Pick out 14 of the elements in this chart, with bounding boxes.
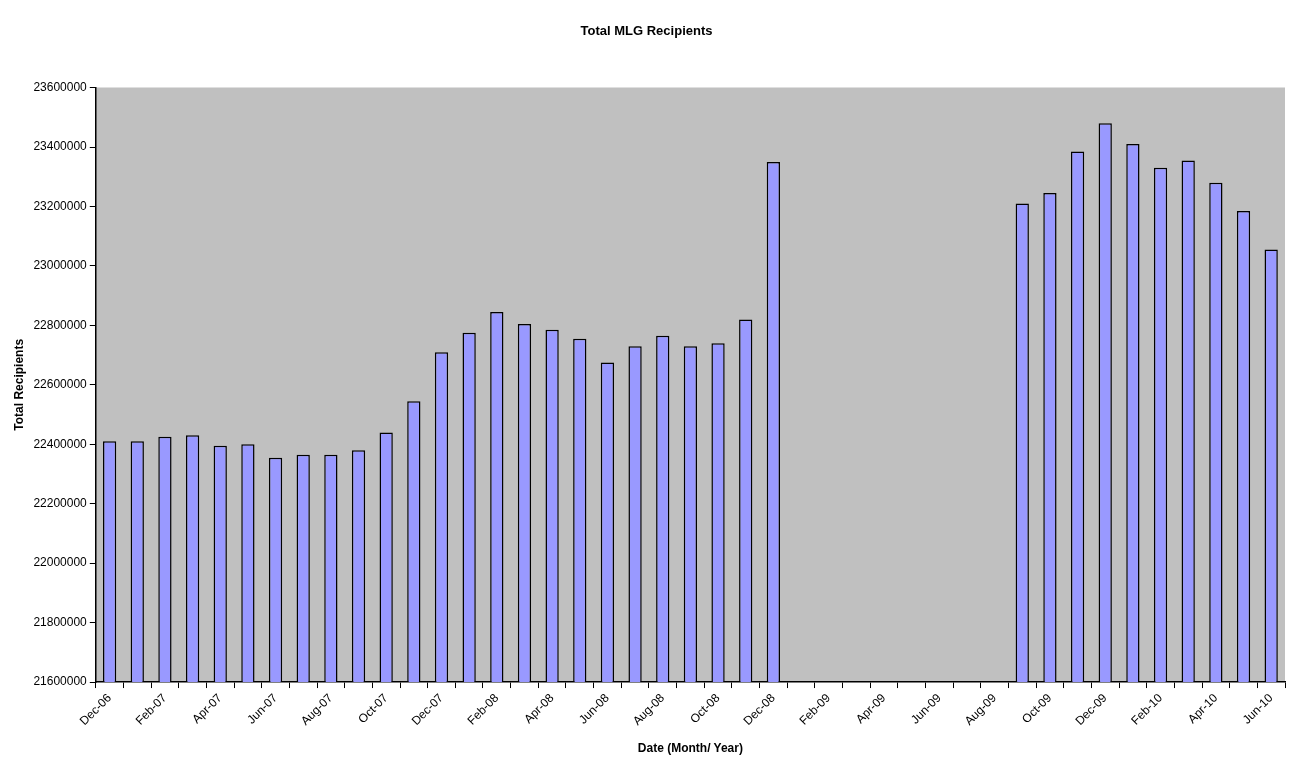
y-tick-label: 23000000	[33, 258, 88, 273]
x-axis-title: Date (Month/ Year)	[637, 741, 743, 756]
y-tick-label: 22800000	[33, 317, 88, 332]
y-tick-label: 23200000	[33, 198, 88, 213]
y-tick-label: 22200000	[33, 496, 88, 511]
chart-title: Total MLG Recipients	[580, 23, 713, 39]
y-tick-label: 21600000	[33, 674, 88, 689]
y-tick-label: 22000000	[33, 555, 88, 570]
y-tick-label: 22400000	[33, 436, 88, 451]
y-tick-label: 22600000	[33, 377, 88, 392]
y-tick-label: 23600000	[33, 79, 88, 94]
y-tick-label: 23400000	[33, 139, 88, 154]
y-axis-title: Total Recipients	[11, 338, 26, 431]
y-tick-label: 21800000	[33, 614, 88, 629]
